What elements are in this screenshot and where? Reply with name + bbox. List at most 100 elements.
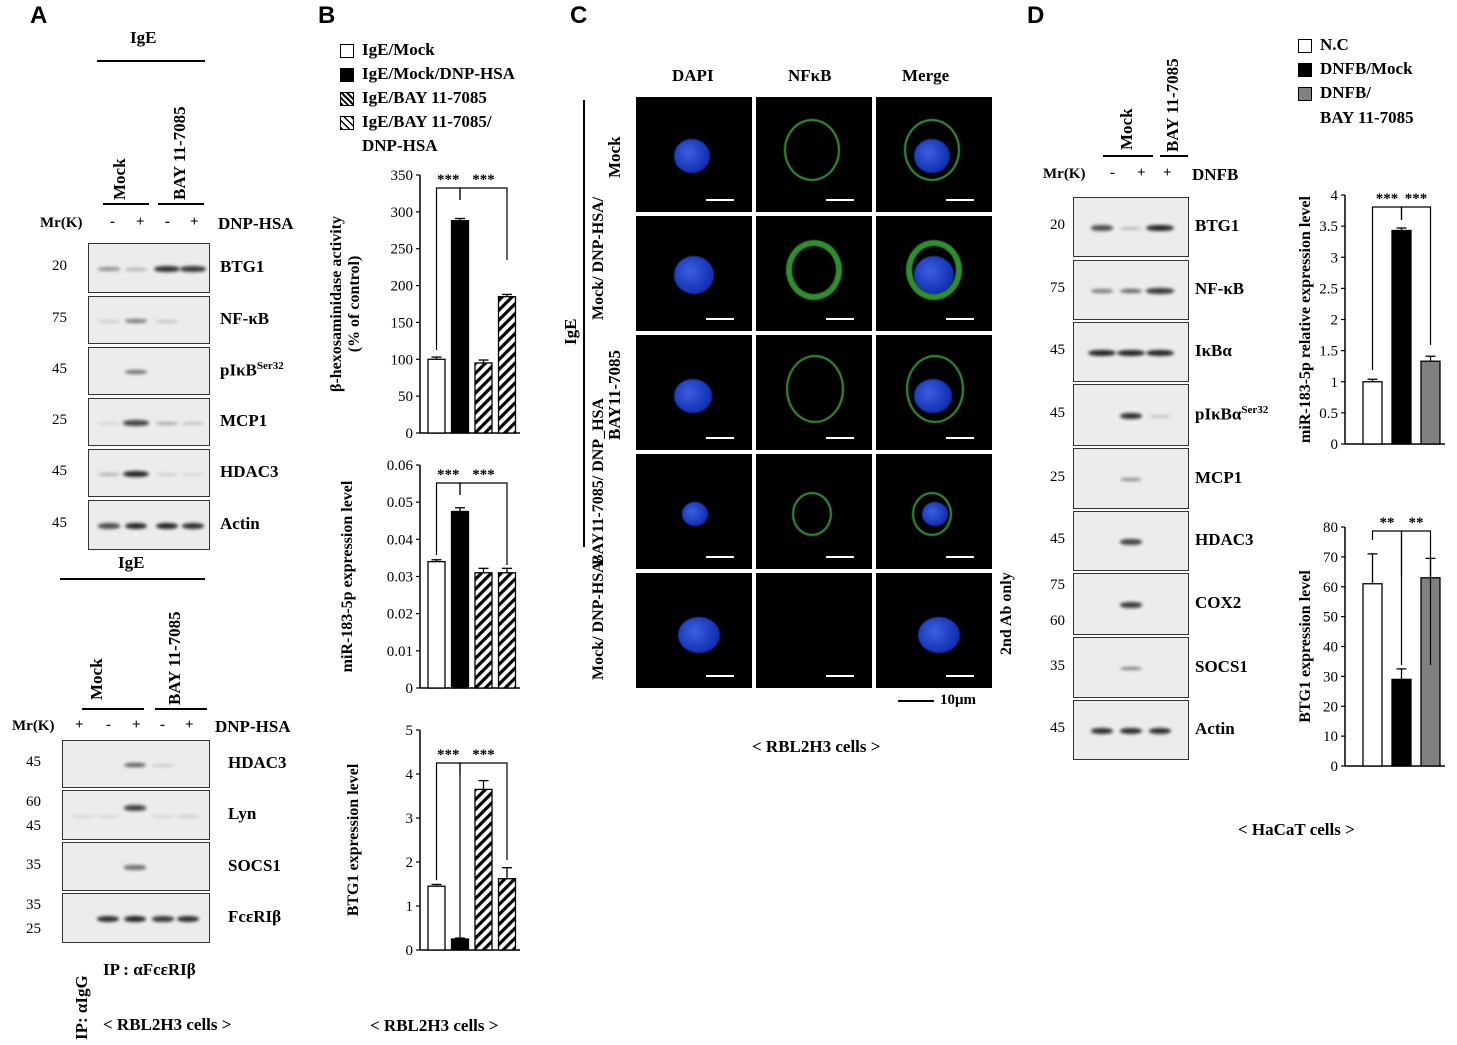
significance-bracket — [435, 762, 461, 940]
a-label-3: pIκBSer32 — [220, 360, 284, 380]
y-tick-label: 0.04 — [387, 532, 414, 548]
micrograph-cell — [756, 335, 872, 450]
a-label-6: Actin — [220, 514, 260, 533]
chart-b-hexosaminidase: 0 50 100 150 200 250 300 350 β-hexosaminidase ac… — [330, 168, 520, 442]
y-axis-label: BTG1 expression level — [1297, 570, 1314, 723]
d-marker-4: 45 — [1050, 405, 1065, 421]
d-blot-6 — [1073, 511, 1189, 571]
scale-bar — [826, 199, 854, 201]
a-sign-3: - — [165, 214, 170, 230]
significance-bracket — [459, 187, 508, 260]
protein-band — [1120, 727, 1142, 735]
c-row-4: BAY11-7085/ DNP_HSA — [590, 398, 607, 565]
d-marker-6: 45 — [1050, 531, 1065, 547]
nucleus — [674, 139, 710, 173]
a-ip-marker-3: 35 — [26, 856, 41, 873]
d-marker-2: 75 — [1050, 280, 1065, 296]
legend-swatch-hatch-2 — [340, 116, 354, 131]
y-tick-label: 4 — [1331, 188, 1339, 204]
b-cells-label: < RBL2H3 cells > — [370, 1016, 499, 1035]
bar — [474, 572, 493, 689]
scale-bar — [706, 675, 734, 677]
a-blot-2 — [88, 296, 210, 344]
protein-band — [1120, 539, 1142, 545]
a-treatment: DNP-HSA — [218, 214, 294, 233]
significance-label: *** — [472, 747, 495, 763]
a-ip-sign-4: - — [160, 717, 165, 733]
significance-bracket — [459, 482, 508, 565]
protein-band — [152, 814, 174, 818]
d-label-2: NF-κB — [1195, 279, 1245, 298]
protein-band — [177, 814, 199, 818]
d-blot-9 — [1073, 700, 1189, 760]
a-blot-4 — [88, 398, 210, 446]
d-label-7: COX2 — [1195, 593, 1242, 612]
scale-bar — [946, 199, 974, 201]
y-tick-label: 2 — [1331, 313, 1339, 329]
c-row-1: Mock — [605, 136, 624, 178]
protein-band — [1146, 224, 1174, 232]
micrograph-cell — [636, 97, 752, 212]
nfkb-signal — [904, 119, 960, 181]
protein-band — [180, 266, 206, 272]
a-label-4: MCP1 — [220, 411, 268, 430]
significance-label: *** — [1376, 191, 1399, 207]
protein-band — [1091, 727, 1113, 735]
y-axis-label: BTG1 expression level — [345, 763, 362, 916]
d-sign-3: + — [1163, 165, 1172, 181]
protein-band — [98, 523, 120, 529]
a-ip-marker-2-b: 45 — [26, 818, 41, 834]
bar — [427, 885, 446, 951]
protein-band — [124, 762, 146, 768]
d-marker-9: 45 — [1050, 720, 1065, 736]
a-blot-5 — [88, 449, 210, 497]
nfkb-signal — [906, 240, 962, 300]
legend-swatch-black — [1298, 63, 1312, 78]
a-cells-label: < RBL2H3 cells > — [103, 1015, 232, 1034]
protein-band — [1146, 349, 1174, 357]
micrograph-cell — [756, 573, 872, 688]
a-blot-6 — [88, 500, 210, 550]
significance-label: *** — [1405, 191, 1428, 207]
a-label-1: BTG1 — [220, 257, 265, 276]
a-ip-label-3: SOCS1 — [228, 855, 281, 875]
a-ip-label-1: HDAC3 — [228, 753, 287, 772]
micrograph-cell — [876, 97, 992, 212]
a-ip-marker-4: 35 — [26, 897, 41, 913]
protein-band — [72, 814, 94, 818]
bar — [474, 362, 493, 434]
a-marker-4: 25 — [52, 412, 67, 428]
micrograph-cell — [636, 573, 752, 688]
chart-d-mir183: 0 0.5 1 1.5 2 2.5 3 3.5 4 miR-183-5p relative exp… — [1297, 188, 1445, 453]
protein-band — [1088, 349, 1116, 357]
bar — [497, 572, 517, 689]
d-marker-7: 75 — [1050, 577, 1065, 593]
y-tick-label: 10 — [1323, 729, 1338, 745]
a-ip-treatment: DNP-HSA — [215, 717, 291, 736]
d-blot-5 — [1073, 448, 1189, 509]
micrograph-cell — [876, 216, 992, 331]
y-axis-label: β-hexosaminidase activity(% of control) — [330, 216, 363, 392]
b-legend-item-4-cont: DNP-HSA — [362, 136, 438, 155]
a-ip-sign-1: + — [75, 717, 84, 733]
a-marker-6: 45 — [52, 515, 67, 531]
protein-band — [1120, 666, 1142, 671]
protein-band — [97, 814, 119, 818]
panel-letter-c: C — [570, 2, 588, 29]
y-tick-label: 0.05 — [387, 495, 413, 511]
y-tick-label: 60 — [1323, 580, 1338, 596]
scale-bar — [826, 556, 854, 558]
panel-letter-a: A — [30, 2, 48, 29]
y-tick-label: 0 — [406, 426, 414, 442]
c-row-5: Mock/ DNP-HSA/ — [590, 556, 607, 680]
y-tick-label: 3.5 — [1319, 219, 1338, 235]
a-ip-marker-1: 45 — [26, 754, 41, 770]
bar — [1362, 381, 1383, 445]
a-ip-blot-4 — [62, 893, 210, 943]
nucleus — [682, 502, 708, 526]
scale-bar — [946, 675, 974, 677]
y-tick-label: 1 — [1331, 375, 1339, 391]
a-sign-4: + — [190, 214, 199, 230]
y-tick-label: 150 — [391, 315, 414, 331]
d-blot-4 — [1073, 384, 1189, 446]
